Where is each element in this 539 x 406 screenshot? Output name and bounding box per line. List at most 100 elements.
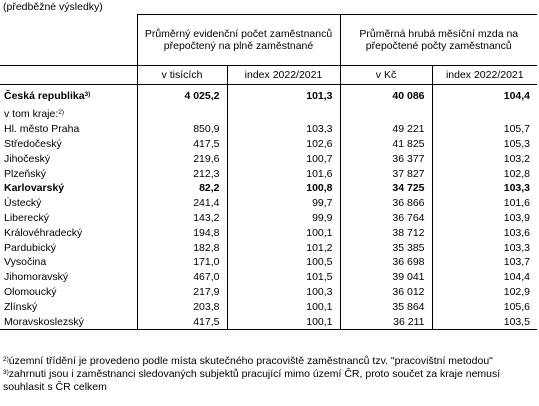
region-employees: 194,8 (136, 225, 227, 241)
header-wage-group: Průměrná hrubá měsíční mzda na přepočten… (339, 14, 538, 66)
region-name: Liberecký (4, 211, 49, 224)
region-employees-index: 103,3 (226, 121, 341, 137)
region-name: Plzeňský (4, 167, 47, 180)
region-wage: 34 725 (339, 180, 433, 196)
region-employees: 241,4 (136, 195, 227, 211)
header-col-index-employees: index 2022/2021 (226, 65, 341, 85)
region-employees-index: 101,2 (226, 240, 341, 255)
table-row: Olomoucký 217,9 100,3 36 012 102,9 (0, 284, 538, 300)
table-row: Jihočeský 219,6 100,7 36 377 103,2 (0, 151, 538, 167)
table-row: Ústecký 241,4 99,7 36 866 101,6 (0, 195, 538, 211)
region-wage-index: 103,3 (431, 180, 538, 196)
region-wage: 36 211 (339, 314, 433, 330)
region-employees-index: 100,1 (226, 299, 341, 315)
region-name: Středočeský (4, 137, 62, 150)
region-employees-index: 102,6 (226, 136, 341, 152)
preliminary-results-note: (předběžné výsledky) (3, 1, 103, 13)
total-wage: 40 086 (339, 84, 433, 107)
region-employees: 171,0 (136, 254, 227, 270)
region-wage-index: 103,7 (431, 254, 538, 270)
region-name: Karlovarský (4, 182, 65, 195)
header-employees-group: Průměrný evidenční počet zaměstnanců pře… (136, 14, 341, 66)
region-employees-index: 100,1 (226, 225, 341, 241)
region-wage: 38 712 (339, 225, 433, 241)
region-employees-index: 99,9 (226, 210, 341, 226)
region-wage: 36 866 (339, 195, 433, 211)
region-name: Moravskoslezský (0, 314, 137, 330)
region-employees-index: 100,8 (226, 180, 341, 196)
region-wage: 36 698 (339, 254, 433, 270)
region-wage: 36 377 (339, 151, 433, 167)
region-wage-index: 102,8 (431, 166, 538, 181)
total-row: Česká republika3) 4 025,2 101,3 40 086 1… (0, 84, 538, 107)
region-name: Zlínský (4, 300, 38, 313)
header-corner-cell (0, 14, 137, 66)
table-row: Moravskoslezský 417,5 100,1 36 211 103,5 (0, 314, 538, 330)
header-col-thousands: v tisících (136, 65, 227, 85)
region-employees-index: 100,1 (226, 314, 341, 330)
table-row: Pardubický 182,8 101,2 35 385 103,3 (0, 240, 538, 255)
region-name: Vysočina (4, 256, 47, 269)
employees-wages-table: Průměrný evidenční počet zaměstnanců pře… (0, 14, 538, 330)
total-employees-index: 101,3 (226, 84, 341, 107)
region-wage: 36 012 (339, 284, 433, 300)
regions-label: v tom kraje:2) (4, 108, 65, 121)
total-employees: 4 025,2 (136, 84, 227, 107)
region-name: Královéhradecký (4, 226, 83, 239)
table-row: Středočeský 417,5 102,6 41 825 105,3 (0, 136, 538, 152)
region-employees-index: 100,3 (226, 284, 341, 300)
region-employees: 203,8 (136, 299, 227, 315)
region-name: Pardubický (4, 241, 56, 254)
region-name: Ústecký (4, 197, 42, 210)
region-wage: 39 041 (339, 269, 433, 285)
region-employees: 182,8 (136, 240, 227, 255)
region-wage-index: 105,7 (431, 121, 538, 137)
total-name: Česká republika3) (4, 90, 91, 102)
region-employees: 417,5 (136, 314, 227, 330)
table-row: Hl. město Praha 850,9 103,3 49 221 105,7 (0, 121, 538, 137)
region-wage-index: 102,9 (431, 284, 538, 300)
table-row: Vysočina 171,0 100,5 36 698 103,7 (0, 254, 538, 270)
region-employees: 417,5 (136, 136, 227, 152)
table-row: Karlovarský 82,2 100,8 34 725 103,3 (0, 180, 538, 196)
regions-label-row: v tom kraje:2) (0, 107, 538, 122)
region-wage-index: 103,3 (431, 240, 538, 255)
total-wage-index: 104,4 (431, 84, 538, 107)
table-row: Liberecký 143,2 99,9 36 764 103,9 (0, 210, 538, 226)
region-wage-index: 101,6 (431, 195, 538, 211)
footnote-ref-3: 3) (84, 91, 91, 98)
region-employees: 82,2 (136, 180, 227, 196)
region-wage: 37 827 (339, 166, 433, 181)
header-col-czk: v Kč (339, 65, 433, 85)
region-wage-index: 103,6 (431, 225, 538, 241)
region-name: Hl. město Praha (4, 123, 80, 136)
region-employees-index: 99,7 (226, 195, 341, 211)
region-employees: 467,0 (136, 269, 227, 285)
header-col-index-wage: index 2022/2021 (431, 65, 538, 85)
table-row: Plzeňský 212,3 101,6 37 827 102,8 (0, 166, 538, 181)
table-row: Zlínský 203,8 100,1 35 864 105,6 (0, 299, 538, 315)
region-wage: 49 221 (339, 121, 433, 137)
region-employees: 850,9 (136, 121, 227, 137)
region-employees-index: 101,6 (226, 166, 341, 181)
region-employees-index: 101,5 (226, 269, 341, 285)
region-employees: 219,6 (136, 151, 227, 167)
region-wage-index: 103,9 (431, 210, 538, 226)
region-wage: 36 764 (339, 210, 433, 226)
region-wage-index: 103,5 (431, 314, 538, 330)
region-employees: 143,2 (136, 210, 227, 226)
region-wage-index: 105,6 (431, 299, 538, 315)
region-wage: 35 385 (339, 240, 433, 255)
region-name: Jihomoravský (4, 271, 69, 284)
region-employees: 217,9 (136, 284, 227, 300)
region-wage: 35 864 (339, 299, 433, 315)
header-corner-cell-2 (0, 65, 137, 85)
footnote-ref-2: 2) (58, 109, 65, 117)
table-row: Královéhradecký 194,8 100,1 38 712 103,6 (0, 225, 538, 241)
footnotes: 2)územní třídění je provedeno podle míst… (3, 355, 535, 394)
region-employees-index: 100,5 (226, 254, 341, 270)
table-row: Jihomoravský 467,0 101,5 39 041 104,4 (0, 269, 538, 285)
region-wage-index: 103,2 (431, 151, 538, 167)
region-wage: 41 825 (339, 136, 433, 152)
region-employees: 212,3 (136, 166, 227, 181)
